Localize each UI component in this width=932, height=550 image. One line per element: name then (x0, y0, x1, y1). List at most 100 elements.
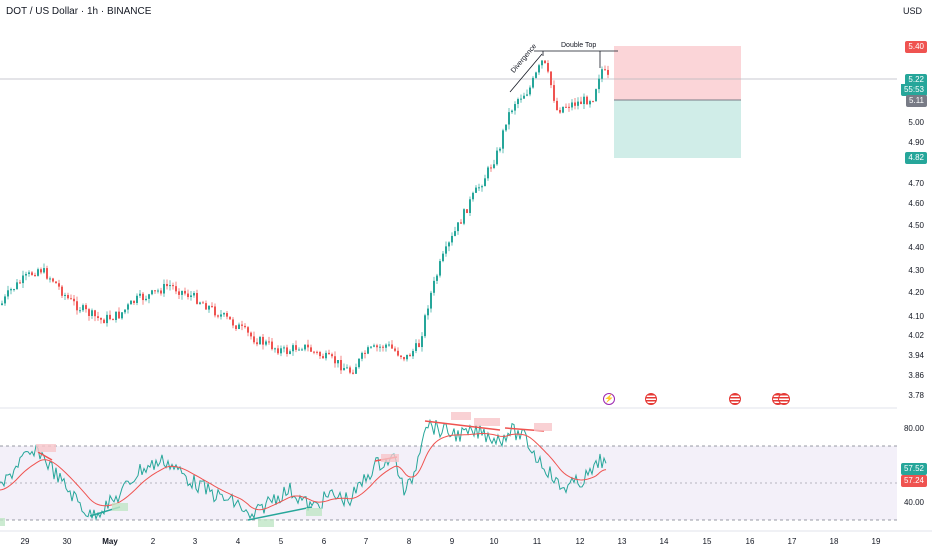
bull-label-3 (306, 508, 322, 516)
candle-body (16, 282, 18, 290)
rsi-axis-label: 40.00 (903, 498, 924, 507)
candle-body (181, 290, 183, 295)
price-label: 4.90 (908, 138, 924, 147)
stop-loss-zone[interactable] (614, 46, 741, 100)
candle-body (430, 292, 432, 309)
candle-body (154, 290, 156, 292)
lightning-icon[interactable]: ⚡ (603, 393, 615, 405)
candle-body (400, 355, 402, 358)
candle-body (304, 344, 306, 350)
candle-body (199, 302, 201, 304)
bear-label-4 (474, 418, 500, 426)
candle-body (25, 273, 27, 276)
candle-body (247, 327, 249, 333)
candle-body (343, 368, 345, 371)
candle-body (268, 341, 270, 343)
candle-body (196, 293, 198, 304)
candle-body (427, 308, 429, 316)
candle-body (136, 295, 138, 304)
candle-body (553, 85, 555, 101)
candle-body (169, 285, 171, 287)
candle-body (514, 104, 516, 111)
divergence-line[interactable] (509, 53, 543, 93)
candle-body (58, 283, 60, 287)
stop-price-tag[interactable]: 5.40 (905, 41, 927, 53)
bull-label-2 (258, 519, 274, 527)
countdown-tag: 55:53 (900, 84, 927, 96)
rsi-band (0, 446, 897, 520)
current-price-tag[interactable]: 5.22 (905, 74, 927, 86)
candle-body (82, 305, 84, 311)
time-label: 5 (278, 537, 284, 546)
candle-body (145, 298, 147, 301)
time-label: 18 (829, 537, 839, 546)
candle-body (370, 346, 372, 348)
candle-body (238, 324, 240, 330)
candle-body (244, 325, 246, 328)
candlestick-series (1, 60, 609, 375)
rsi-value-tag[interactable]: 57.52 (900, 463, 927, 475)
time-label: 29 (20, 537, 30, 546)
candle-body (550, 71, 552, 86)
candle-body (250, 332, 252, 337)
candle-body (418, 343, 420, 348)
candle-body (223, 313, 225, 315)
rsi-axis-label: 80.00 (903, 424, 924, 433)
price-label: 4.30 (908, 266, 924, 275)
us-flag-icon[interactable] (729, 393, 741, 405)
candle-body (100, 317, 102, 320)
take-profit-zone[interactable] (614, 100, 741, 158)
candle-body (235, 325, 237, 330)
candle-body (547, 63, 549, 72)
us-flag-icon[interactable] (778, 393, 790, 405)
candle-body (397, 350, 399, 356)
candle-body (166, 283, 168, 287)
candle-body (325, 352, 327, 359)
double-top-label[interactable]: Double Top (561, 42, 597, 49)
candle-body (52, 278, 54, 282)
candle-body (142, 293, 144, 301)
candle-body (424, 315, 426, 337)
candle-body (64, 294, 66, 296)
candle-body (313, 351, 315, 353)
price-label: 4.40 (908, 243, 924, 252)
rsi-ma-value-tag[interactable]: 57.24 (900, 475, 927, 487)
candle-body (355, 367, 357, 374)
rsi-ma-line[interactable] (0, 433, 607, 511)
candle-body (361, 352, 363, 359)
candle-body (130, 300, 132, 305)
currency-label[interactable]: USD (902, 6, 922, 16)
target-price-tag[interactable]: 4.82 (905, 152, 927, 164)
price-label: 4.02 (908, 331, 924, 340)
time-label: 8 (406, 537, 412, 546)
candle-body (607, 69, 609, 75)
candle-body (175, 286, 177, 292)
candle-body (460, 222, 462, 224)
candle-body (556, 100, 558, 111)
candle-body (187, 293, 189, 298)
candle-body (502, 130, 504, 149)
candle-body (574, 102, 576, 106)
candle-body (436, 275, 438, 281)
candle-body (70, 298, 72, 300)
candle-body (271, 341, 273, 350)
time-label: 11 (532, 537, 542, 546)
candle-body (478, 187, 480, 189)
entry-price-tag[interactable]: 5.11 (906, 95, 927, 107)
candle-body (256, 342, 258, 345)
candle-body (1, 303, 3, 305)
candle-body (73, 298, 75, 302)
candle-body (472, 192, 474, 200)
price-label: 4.20 (908, 288, 924, 297)
candle-body (184, 290, 186, 294)
candle-body (568, 106, 570, 108)
candle-body (580, 101, 582, 105)
rsi-line[interactable] (0, 418, 607, 521)
us-flag-icon[interactable] (645, 393, 657, 405)
candle-body (40, 269, 42, 273)
candle-body (22, 275, 24, 284)
candle-body (115, 311, 117, 320)
candle-body (55, 281, 57, 284)
time-label: 19 (871, 537, 881, 546)
